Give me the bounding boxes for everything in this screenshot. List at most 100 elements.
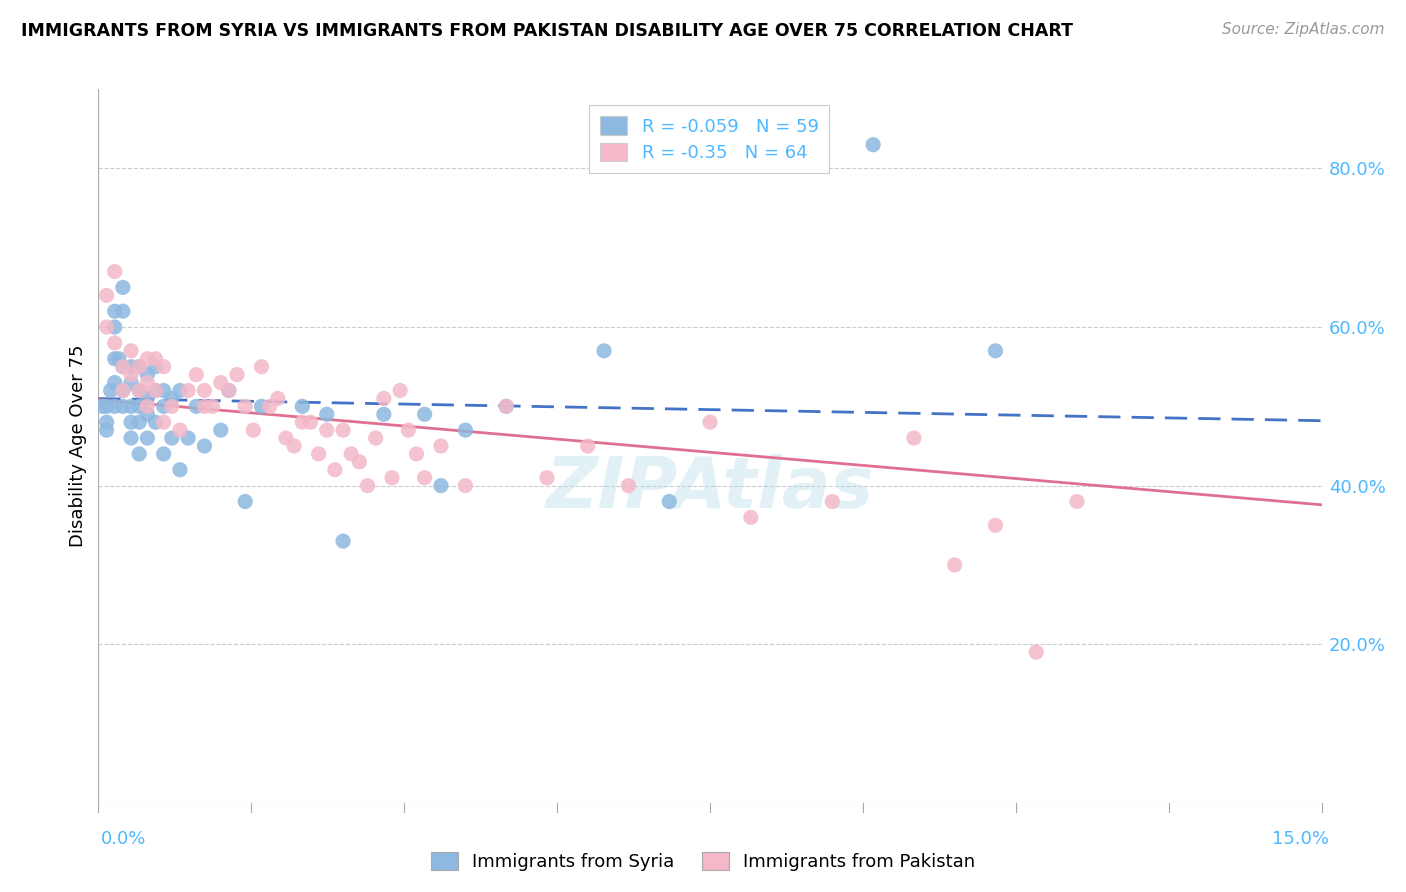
Point xyxy=(177,431,200,445)
Point xyxy=(136,376,159,390)
Text: 0.0%: 0.0% xyxy=(101,830,146,847)
Point xyxy=(128,400,150,414)
Point xyxy=(160,431,183,445)
Point xyxy=(104,351,127,366)
Point xyxy=(120,400,142,414)
Point xyxy=(740,510,762,524)
Point xyxy=(430,439,453,453)
Point xyxy=(120,359,142,374)
Point xyxy=(201,400,224,414)
Point xyxy=(413,407,436,421)
Point xyxy=(169,384,191,398)
Point xyxy=(373,392,395,406)
Point xyxy=(495,400,517,414)
Point xyxy=(226,368,249,382)
Point xyxy=(111,304,134,318)
Point xyxy=(186,400,208,414)
Point xyxy=(291,400,314,414)
Point xyxy=(136,407,159,421)
Point xyxy=(120,415,142,429)
Point xyxy=(218,384,240,398)
Point xyxy=(169,463,191,477)
Legend: R = -0.059   N = 59, R = -0.35   N = 64: R = -0.059 N = 59, R = -0.35 N = 64 xyxy=(589,105,830,173)
Point xyxy=(903,431,925,445)
Point xyxy=(108,351,131,366)
Point xyxy=(821,494,844,508)
Point xyxy=(111,280,134,294)
Point xyxy=(209,423,232,437)
Point xyxy=(332,534,354,549)
Point xyxy=(152,384,174,398)
Point xyxy=(128,359,150,374)
Point xyxy=(1066,494,1088,508)
Point xyxy=(193,384,215,398)
Point xyxy=(283,439,305,453)
Point xyxy=(315,407,337,421)
Point xyxy=(593,343,616,358)
Point xyxy=(259,400,281,414)
Point xyxy=(104,304,127,318)
Point xyxy=(193,439,215,453)
Point xyxy=(128,415,150,429)
Point xyxy=(136,400,159,414)
Text: Source: ZipAtlas.com: Source: ZipAtlas.com xyxy=(1222,22,1385,37)
Point xyxy=(120,431,142,445)
Point xyxy=(617,478,640,492)
Point xyxy=(120,343,142,358)
Point xyxy=(111,359,134,374)
Point xyxy=(160,400,183,414)
Point xyxy=(1025,645,1047,659)
Point xyxy=(145,351,167,366)
Point xyxy=(430,478,453,492)
Point xyxy=(405,447,427,461)
Point xyxy=(274,431,297,445)
Point xyxy=(111,384,134,398)
Point xyxy=(100,384,122,398)
Point xyxy=(250,359,273,374)
Point xyxy=(145,384,167,398)
Point xyxy=(943,558,966,572)
Point xyxy=(218,384,240,398)
Point xyxy=(104,264,127,278)
Point xyxy=(96,288,118,302)
Point xyxy=(984,343,1007,358)
Point xyxy=(104,376,127,390)
Text: 15.0%: 15.0% xyxy=(1271,830,1329,847)
Point xyxy=(699,415,721,429)
Point xyxy=(495,400,517,414)
Point xyxy=(104,400,127,414)
Point xyxy=(364,431,387,445)
Point xyxy=(145,359,167,374)
Point xyxy=(250,400,273,414)
Point xyxy=(152,359,174,374)
Point xyxy=(291,415,314,429)
Point xyxy=(373,407,395,421)
Point xyxy=(242,423,264,437)
Point xyxy=(177,384,200,398)
Point xyxy=(96,400,118,414)
Point xyxy=(128,447,150,461)
Point xyxy=(152,415,174,429)
Point xyxy=(96,415,118,429)
Point xyxy=(145,415,167,429)
Point xyxy=(454,423,477,437)
Text: ZIPAtlas: ZIPAtlas xyxy=(546,454,875,524)
Point xyxy=(862,137,884,152)
Point xyxy=(145,384,167,398)
Point xyxy=(576,439,599,453)
Point xyxy=(111,359,134,374)
Point xyxy=(104,335,127,350)
Point xyxy=(136,351,159,366)
Point xyxy=(128,384,150,398)
Point xyxy=(984,518,1007,533)
Point xyxy=(152,447,174,461)
Point xyxy=(308,447,330,461)
Point xyxy=(209,376,232,390)
Point xyxy=(389,384,412,398)
Point xyxy=(349,455,371,469)
Point xyxy=(169,423,191,437)
Y-axis label: Disability Age Over 75: Disability Age Over 75 xyxy=(69,344,87,548)
Point xyxy=(152,400,174,414)
Point xyxy=(315,423,337,437)
Legend: Immigrants from Syria, Immigrants from Pakistan: Immigrants from Syria, Immigrants from P… xyxy=(423,845,983,879)
